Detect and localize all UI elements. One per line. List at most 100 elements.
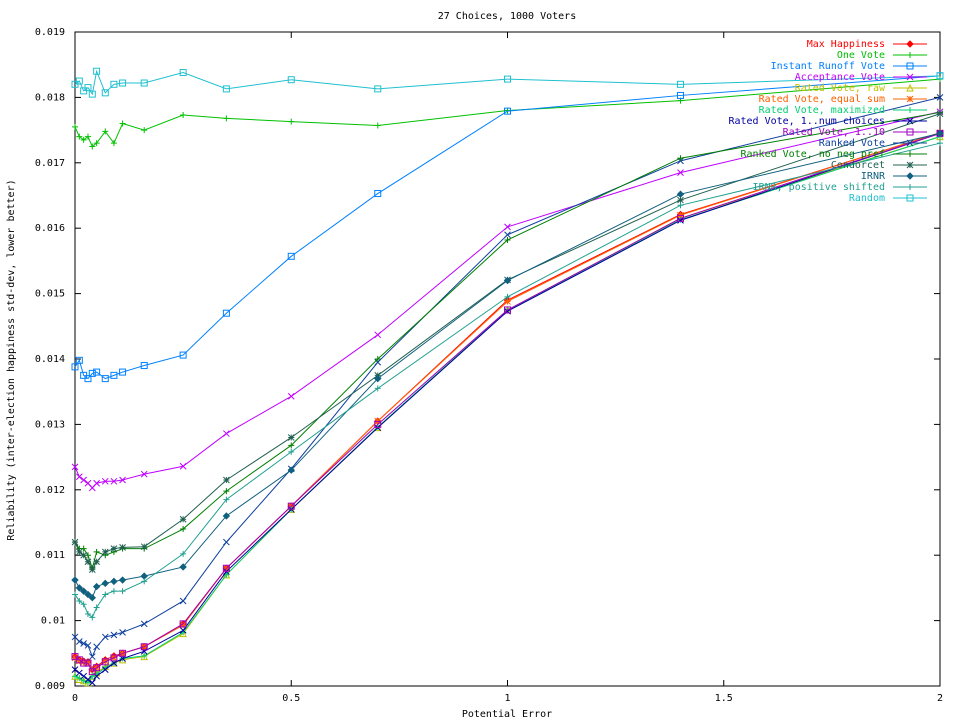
data-point (84, 642, 92, 649)
data-point (374, 331, 382, 339)
data-point (92, 582, 101, 591)
data-point (677, 214, 684, 222)
data-point (75, 548, 83, 556)
data-point (374, 358, 382, 366)
data-point (72, 673, 78, 680)
legend-label: Random (849, 193, 885, 204)
data-point (110, 654, 118, 662)
data-point (677, 196, 684, 204)
data-point (84, 679, 91, 686)
data-point (140, 470, 148, 478)
data-point (906, 62, 914, 70)
data-point (101, 633, 109, 641)
data-point (89, 143, 96, 150)
data-point (119, 629, 126, 636)
data-point (71, 538, 79, 546)
x-tick-label: 1.5 (715, 693, 733, 704)
data-point (80, 672, 88, 680)
data-point (504, 236, 511, 243)
data-point (88, 566, 96, 573)
data-point (222, 85, 230, 93)
data-point (119, 368, 127, 376)
data-point (75, 584, 84, 592)
data-point (677, 216, 684, 224)
data-point (110, 477, 118, 485)
data-point (119, 120, 126, 127)
data-point (101, 89, 109, 97)
data-point (119, 649, 127, 657)
data-point (179, 515, 187, 523)
data-point (374, 385, 381, 392)
data-point (677, 202, 684, 209)
data-point (223, 430, 230, 437)
data-point (93, 558, 100, 566)
data-point (80, 659, 88, 667)
data-point (179, 351, 187, 359)
data-point (84, 375, 92, 383)
data-point (504, 306, 511, 314)
data-point (906, 172, 914, 180)
data-point (676, 190, 685, 198)
series-condorcet (71, 110, 944, 573)
x-tick-label: 2 (937, 693, 943, 704)
data-point (75, 638, 83, 645)
legend-label: Rated Vote, raw (795, 83, 886, 94)
data-point (222, 564, 230, 572)
data-point (906, 117, 914, 125)
data-point (906, 128, 914, 136)
data-point (93, 140, 100, 147)
data-point (93, 368, 101, 376)
data-point (84, 611, 91, 618)
data-point (140, 543, 148, 551)
data-point (504, 223, 511, 231)
data-point (907, 52, 913, 58)
data-point (140, 643, 148, 651)
data-point (287, 434, 295, 441)
series-rated-vote-1-10 (71, 129, 944, 676)
x-tick-label: 1 (504, 693, 510, 704)
y-axis-label: Reliability (inter-election happiness st… (6, 179, 17, 540)
data-point (936, 110, 944, 118)
legend-label: IRNR, positive shifted (753, 182, 885, 193)
data-point (180, 112, 187, 119)
data-point (110, 577, 118, 586)
series-irnr-positive-shifted (72, 140, 943, 621)
data-point (88, 369, 96, 377)
y-tick-label: 0.01 (41, 616, 65, 627)
data-point (119, 588, 126, 595)
data-point (88, 653, 96, 660)
data-point (140, 620, 148, 628)
data-point (80, 640, 88, 647)
data-point (93, 643, 100, 651)
data-point (93, 479, 100, 487)
data-point (288, 442, 295, 449)
data-point (89, 614, 96, 621)
y-tick-label: 0.018 (35, 92, 65, 103)
data-point (84, 590, 92, 599)
y-tick-label: 0.015 (35, 289, 65, 300)
data-point (110, 80, 118, 88)
data-point (110, 545, 118, 553)
data-point (101, 375, 109, 383)
data-point (677, 169, 684, 176)
data-point (72, 591, 78, 598)
data-point (907, 184, 913, 190)
data-point (223, 538, 230, 546)
data-point (287, 502, 295, 510)
data-point (84, 558, 92, 566)
data-point (141, 127, 148, 134)
x-axis: 0 0.5 1 1.5 2 (72, 32, 943, 704)
data-point (180, 526, 187, 533)
data-point (374, 190, 382, 198)
data-point (906, 161, 914, 169)
data-point (907, 151, 913, 157)
data-point (101, 477, 109, 485)
data-point (179, 597, 187, 605)
data-point (223, 488, 230, 495)
data-point (101, 579, 109, 588)
data-point (79, 587, 88, 595)
data-point (374, 356, 381, 362)
